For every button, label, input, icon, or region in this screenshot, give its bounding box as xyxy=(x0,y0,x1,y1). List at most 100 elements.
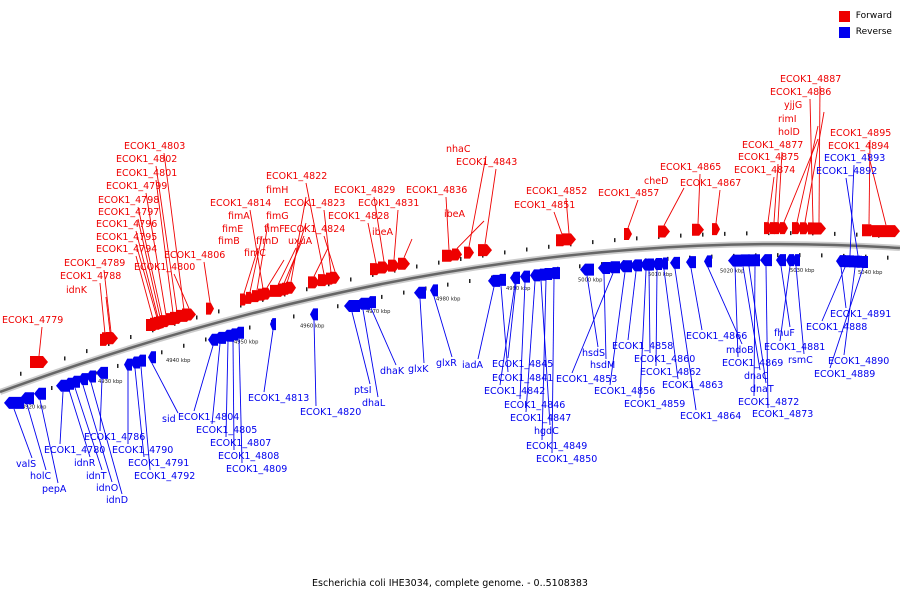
forward-gene-arrow xyxy=(872,225,900,238)
forward-gene-leader xyxy=(697,173,701,224)
reverse-gene-arrow xyxy=(598,261,610,274)
reverse-gene-arrow xyxy=(148,351,156,364)
reverse-gene-leader xyxy=(753,266,756,397)
reverse-gene-label: idnT xyxy=(86,471,107,482)
reverse-gene-label: ECOK1_4808 xyxy=(218,451,279,462)
minor-tick-lower xyxy=(337,304,339,309)
forward-gene-leader xyxy=(145,192,167,316)
reverse-gene-label: dnaT xyxy=(750,384,774,395)
forward-gene-label: ECOK1_4875 xyxy=(738,152,799,163)
reverse-gene-leader xyxy=(26,404,47,471)
forward-gene-arrow xyxy=(398,257,410,270)
reverse-gene-label: ECOK1_4842 xyxy=(484,386,545,397)
minor-tick-upper xyxy=(856,232,858,237)
minor-tick-lower xyxy=(381,294,383,299)
forward-gene-label: ECOK1_4814 xyxy=(210,198,271,209)
reverse-gene-leader xyxy=(68,389,91,458)
minor-tick-upper xyxy=(218,309,220,314)
reverse-gene-arrow xyxy=(4,396,24,409)
forward-gene-arrow xyxy=(330,271,340,284)
minor-tick-upper xyxy=(196,315,198,320)
reverse-gene-leader xyxy=(742,266,761,371)
reverse-gene-label: ECOK1_4873 xyxy=(752,409,813,420)
scale-tick-label: 5030 kbp xyxy=(790,268,815,274)
forward-gene-leader xyxy=(867,152,887,226)
scale-tick-label: 5000 kbp xyxy=(578,277,603,283)
forward-gene-arrow xyxy=(792,222,802,235)
reverse-gene-arrow xyxy=(760,254,772,267)
minor-tick-upper xyxy=(438,260,440,265)
reverse-gene-arrow xyxy=(344,300,360,313)
reverse-gene-arrow xyxy=(124,358,132,371)
reverse-gene-label: fhuF xyxy=(774,328,795,339)
forward-gene-leader xyxy=(290,196,307,282)
forward-gene-label: ECOK1_4829 xyxy=(334,185,395,196)
reverse-gene-leader xyxy=(748,266,767,384)
reverse-gene-leader xyxy=(690,268,703,331)
reverse-gene-leader xyxy=(99,378,103,432)
forward-gene-label: fimD xyxy=(256,236,279,247)
reverse-gene-leader xyxy=(840,267,847,309)
reverse-gene-leader xyxy=(151,363,179,414)
forward-gene-arrow xyxy=(30,356,48,369)
reverse-gene-label: hgdC xyxy=(534,426,559,437)
reverse-gene-leader xyxy=(232,340,235,451)
forward-gene-leader xyxy=(155,179,174,314)
reverse-gene-label: ptsI xyxy=(354,385,372,396)
forward-gene-leader xyxy=(203,261,211,303)
reverse-gene-label: hsdM xyxy=(590,360,615,371)
reverse-gene-label: ECOK1_4847 xyxy=(510,413,571,424)
forward-gene-label: fimC xyxy=(244,248,266,259)
minor-tick-upper xyxy=(724,231,726,236)
forward-gene-arrow xyxy=(478,244,492,257)
forward-gene-label: ECOK1_4789 xyxy=(64,258,125,269)
forward-gene-label: ECOK1_4828 xyxy=(328,211,389,222)
reverse-gene-label: ECOK1_4862 xyxy=(640,367,701,378)
reverse-gene-label: ECOK1_4820 xyxy=(300,407,361,418)
forward-gene-label: uxuA xyxy=(288,236,313,247)
forward-gene-leader xyxy=(277,247,297,286)
reverse-gene-label: ECOK1_4791 xyxy=(128,458,189,469)
reverse-gene-leader xyxy=(663,269,679,380)
reverse-gene-label: ECOK1_4859 xyxy=(624,399,685,410)
minor-tick-lower xyxy=(117,363,119,368)
reverse-gene-label: ECOK1_4860 xyxy=(634,354,695,365)
forward-gene-label: ECOK1_4802 xyxy=(116,154,177,165)
reverse-gene-leader xyxy=(238,338,243,464)
reverse-gene-arrow xyxy=(850,255,860,268)
reverse-gene-leader xyxy=(500,285,509,373)
reverse-gene-leader xyxy=(603,273,607,360)
reverse-gene-arrow xyxy=(652,257,662,270)
forward-gene-arrow xyxy=(262,287,272,300)
forward-gene-leader xyxy=(773,163,779,223)
reverse-gene-label: rsmC xyxy=(788,355,813,366)
forward-gene-arrow xyxy=(206,302,214,315)
minor-tick-lower xyxy=(249,325,251,330)
forward-gene-leader xyxy=(135,230,159,318)
reverse-gene-arrow xyxy=(618,260,632,273)
minor-tick-upper xyxy=(636,236,638,241)
reverse-gene-label: ECOK1_4786 xyxy=(84,432,145,443)
forward-swatch xyxy=(838,10,850,22)
forward-gene-leader xyxy=(323,209,332,273)
forward-gene-leader xyxy=(135,255,154,320)
legend: Forward Reverse xyxy=(838,8,892,40)
forward-gene-label: ECOK1_4877 xyxy=(742,140,803,151)
minor-tick-upper xyxy=(20,371,22,376)
minor-tick-upper xyxy=(680,233,682,238)
reverse-gene-arrow xyxy=(488,274,500,287)
reverse-gene-leader xyxy=(655,269,658,367)
reverse-gene-label: iadA xyxy=(462,360,483,371)
forward-gene-label: fimB xyxy=(218,236,240,247)
reverse-gene-leader xyxy=(39,399,59,484)
scale-tick-label: 4980 kbp xyxy=(436,296,461,302)
forward-gene-label: rimI xyxy=(778,114,797,125)
reverse-gene-leader xyxy=(845,177,859,256)
reverse-gene-label: ECOK1_4809 xyxy=(226,464,287,475)
forward-gene-label: ECOK1_4894 xyxy=(828,141,889,152)
reverse-gene-leader xyxy=(13,408,33,459)
reverse-gene-arrow xyxy=(356,297,370,310)
forward-gene-leader xyxy=(99,282,106,334)
scale-tick-label: 4990 kbp xyxy=(506,286,531,292)
